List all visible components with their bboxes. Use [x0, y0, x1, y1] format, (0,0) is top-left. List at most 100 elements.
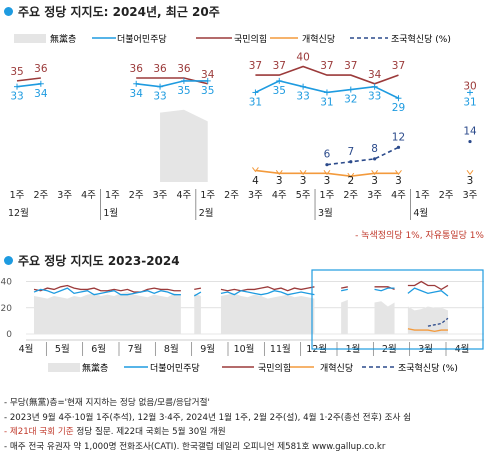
ppp-value-label: 36	[34, 63, 48, 75]
ppp-line	[33, 284, 181, 293]
footnote-1: - 무당(無黨)층='현재 지지하는 정당 없음/모름/응답거절'	[4, 398, 210, 408]
legend-reform-label: 개혁신당	[302, 34, 335, 45]
reform-value-label: 3	[395, 175, 402, 187]
x-tick-label: 3주	[153, 190, 168, 201]
legend-rebuilding-label: 조국혁신당 (%)	[398, 363, 458, 374]
x-tick-label: 3주	[248, 190, 263, 201]
legend-undecided-swatch	[48, 363, 80, 372]
x-tick-label: 3주	[367, 190, 382, 201]
footnote-2: - 2023년 9월 4주·10월 1주(추석), 12월 3·4주, 2024…	[4, 412, 412, 423]
democratic-value-label: 32	[344, 94, 357, 106]
rebuilding-line	[326, 146, 399, 166]
x-tick-label: 4주	[391, 190, 406, 201]
undecided-area-segment	[160, 109, 208, 182]
reform-value-label: 3	[371, 175, 378, 187]
ppp-line	[220, 286, 315, 292]
x-month-label: 6월	[91, 343, 106, 355]
footnote-3-text: 정당 질문. 제22대 국회는 5월 30일 개원	[73, 427, 226, 438]
undecided-area-segment	[34, 292, 181, 334]
ppp-line	[341, 286, 348, 289]
reform-line	[407, 328, 448, 333]
x-tick-label: 1주	[320, 190, 335, 201]
legend-democratic-label: 더불어민주당	[150, 363, 200, 374]
reform-marker	[347, 172, 355, 179]
rebuilding-marker	[468, 139, 472, 144]
x-tick-label: 2주	[129, 190, 144, 201]
ppp-value-label: 35	[10, 66, 23, 78]
top-legend: 無黨층 더불어민주당 국민의힘 개혁신당 조국혁신당 (%)	[14, 33, 451, 45]
democratic-value-label: 35	[177, 85, 190, 97]
democratic-line	[136, 80, 208, 88]
bottom-legend: 無黨층 더불어민주당 국민의힘 개혁신당 조국혁신당 (%)	[48, 362, 458, 374]
x-month-label: 3월	[318, 207, 333, 219]
democratic-value-label: 34	[34, 88, 48, 100]
democratic-line	[407, 287, 449, 297]
x-tick-label: 2주	[343, 190, 358, 201]
democratic-value-label: 31	[249, 96, 262, 108]
rebuilding-value-label: 12	[392, 131, 405, 143]
reform-marker	[323, 170, 331, 176]
bottom-chart-title-text: 주요 정당 지지도 2023-2024	[18, 254, 180, 268]
x-tick-label: 1주	[10, 190, 25, 201]
ppp-line	[16, 77, 41, 82]
y-tick-label: 0	[6, 330, 12, 340]
x-tick-label: 2주	[439, 190, 454, 201]
ppp-value-label: 34	[201, 69, 215, 81]
legend-undecided-label: 無黨층	[82, 362, 108, 374]
rebuilding-value-label: 8	[371, 143, 378, 155]
top-chart-title-text: 주요 정당 지지도: 2024년, 최근 20주	[18, 5, 220, 19]
footnote-3: - 제21대 국회 기준 정당 질문. 제22대 국회는 5월 30일 개원	[4, 425, 489, 440]
undecided-area-segment	[220, 293, 315, 334]
reform-marker	[395, 170, 402, 176]
reform-marker	[466, 170, 474, 176]
ppp-value-label: 37	[320, 60, 333, 72]
rebuilding-marker	[349, 160, 353, 164]
rebuilding-line	[427, 317, 449, 327]
democratic-value-label: 34	[130, 88, 144, 100]
ppp-value-label: 37	[273, 60, 286, 72]
ppp-line	[407, 280, 449, 291]
ppp-value-label: 34	[368, 69, 382, 81]
top-x-axis: 1주 2주 3주 4주 1주 2주 3주 4주 1주 2주 3주 4주 5주 1주 2주 3주 4주 1주 2주 3주…	[8, 189, 478, 220]
rebuilding-marker	[325, 163, 329, 167]
x-tick-label: 2주	[224, 190, 239, 201]
legend-reform-label: 개혁신당	[320, 363, 353, 374]
democratic-value-label: 35	[273, 85, 286, 97]
ppp-value-label: 36	[177, 63, 191, 75]
x-tick-label: 5주	[296, 190, 311, 201]
x-tick-label: 4주	[176, 190, 191, 201]
rebuilding-marker	[373, 157, 377, 161]
reform-value-label: 3	[467, 175, 474, 187]
x-month-label: 8월	[164, 343, 179, 355]
bottom-undecided-area	[34, 292, 448, 334]
x-month-label: 11월	[270, 343, 291, 355]
x-month-label: 5월	[55, 343, 70, 355]
bottom-series-lines	[33, 280, 449, 333]
x-month-label: 2월	[199, 207, 214, 219]
rebuilding-value-label: 7	[347, 146, 354, 158]
x-month-label: 9월	[200, 343, 215, 355]
democratic-value-label: 33	[10, 91, 23, 103]
rebuilding-value-label: 14	[463, 126, 477, 138]
bottom-chart-title: 주요 정당 지지도 2023-2024	[4, 252, 180, 269]
democratic-line	[220, 290, 315, 296]
x-month-label: 4월	[19, 343, 34, 355]
x-month-label: 1월	[103, 207, 118, 219]
x-tick-label: 1주	[200, 190, 215, 201]
footnotes: - 무당(無黨)층='현재 지지하는 정당 없음/모름/응답거절' - 2023…	[4, 396, 489, 454]
y-tick-label: 40	[1, 278, 13, 288]
ppp-line	[194, 287, 202, 291]
x-tick-label: 3주	[57, 190, 72, 201]
x-tick-label: 1주	[105, 190, 120, 201]
top-series-lines	[14, 65, 474, 179]
x-tick-label: 1주	[415, 190, 430, 201]
x-month-label: 7월	[128, 343, 143, 355]
reform-marker	[299, 170, 307, 176]
reform-value-label: 3	[300, 175, 307, 187]
rebuilding-value-label: 6	[324, 149, 331, 161]
y-tick-label: 20	[1, 304, 13, 314]
top-chart-title: 주요 정당 지지도: 2024년, 최근 20주	[4, 3, 220, 20]
undecided-area-segment	[341, 299, 348, 334]
democratic-value-label: 31	[320, 96, 333, 108]
